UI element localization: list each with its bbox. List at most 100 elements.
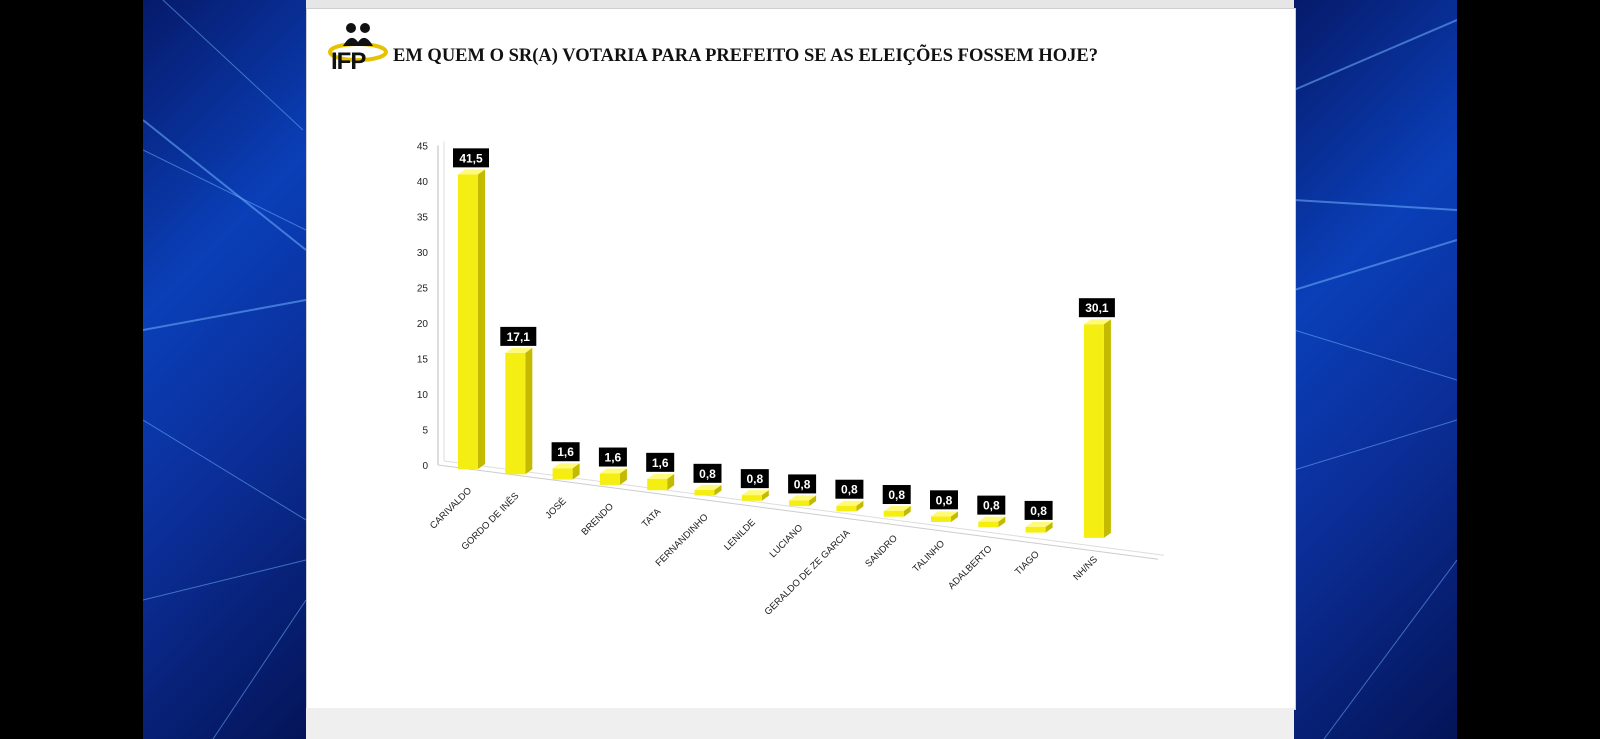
bar-side <box>525 347 533 475</box>
data-label-box <box>598 447 627 467</box>
slide-top-strip <box>306 0 1294 9</box>
bar-side <box>714 484 722 496</box>
data-label: 1,6 <box>605 451 622 465</box>
category-label: FERNANDINHO <box>654 512 711 569</box>
floor-front-edge <box>437 464 1159 560</box>
bar-side <box>619 468 627 485</box>
bar <box>458 174 478 469</box>
y-tick-label: 20 <box>417 319 429 330</box>
bar-top <box>883 506 911 512</box>
bar-top <box>505 347 533 353</box>
data-label-box <box>646 452 675 472</box>
left-background-lines <box>143 0 306 739</box>
bar <box>1083 324 1104 538</box>
chart-title: EM QUEM O SR(A) VOTARIA PARA PREFEITO SE… <box>393 46 1098 66</box>
category-label: GERALDO DE ZE GARCIA <box>763 527 853 617</box>
category-label: GORDO DE INÊS <box>460 491 522 553</box>
category-label: LENILDE <box>722 517 758 553</box>
bar-side <box>809 495 817 507</box>
bar-top <box>978 516 1006 522</box>
bar-top <box>836 500 864 506</box>
bar-side <box>761 490 769 501</box>
y-tick-label: 30 <box>417 248 429 259</box>
data-label-box <box>453 148 489 168</box>
bar-top <box>599 468 627 474</box>
y-tick-label: 45 <box>417 142 429 153</box>
bar <box>836 505 857 512</box>
data-label: 1,6 <box>557 445 574 459</box>
bar-side <box>951 511 958 522</box>
data-label-box <box>1078 298 1115 318</box>
bar <box>931 516 951 522</box>
bar-side <box>572 463 580 480</box>
data-label-box <box>788 474 817 494</box>
y-tick-label: 0 <box>422 461 428 472</box>
right-black-border <box>1457 0 1600 739</box>
logo-text: IFP <box>331 48 366 75</box>
category-label: NH/NS <box>1071 554 1100 583</box>
data-label: 17,1 <box>507 330 531 344</box>
left-black-border <box>0 0 143 739</box>
category-label: TIAGO <box>1013 549 1042 578</box>
data-label-box <box>500 326 537 346</box>
data-label: 0,8 <box>983 499 1000 513</box>
bar <box>505 352 526 475</box>
data-label-box <box>1024 500 1053 520</box>
data-label-box <box>977 495 1006 515</box>
bar-side <box>478 169 485 469</box>
bar-top <box>931 511 958 517</box>
data-label: 41,5 <box>459 151 483 165</box>
bar <box>789 500 810 507</box>
bar-top <box>1083 319 1111 325</box>
data-label-box <box>882 485 911 505</box>
bar <box>883 511 904 517</box>
bar <box>552 468 573 480</box>
bar <box>599 473 620 485</box>
bar-top <box>647 473 675 479</box>
category-label: TALINHO <box>911 538 947 574</box>
data-label-box <box>693 463 722 483</box>
bar <box>647 478 668 491</box>
category-label: ADALBERTO <box>946 544 994 592</box>
data-label: 1,6 <box>652 456 669 470</box>
data-label: 0,8 <box>699 467 716 481</box>
data-label-box <box>551 442 580 462</box>
bar-top <box>458 169 485 175</box>
data-label: 0,8 <box>794 477 811 491</box>
category-label: TATA <box>640 506 664 530</box>
bar-top <box>789 495 817 501</box>
data-label: 30,1 <box>1085 301 1109 315</box>
bar-side <box>1045 521 1053 533</box>
bar-side <box>1103 319 1111 538</box>
left-blue-background <box>143 0 306 739</box>
bar-top <box>694 484 722 490</box>
bar <box>1025 526 1046 533</box>
bar-top <box>741 490 769 496</box>
bar-side <box>667 473 675 491</box>
right-blue-background <box>1294 0 1457 739</box>
data-label: 0,8 <box>888 488 905 502</box>
category-label: BRENDO <box>579 501 616 538</box>
data-label-box <box>740 469 769 489</box>
bar <box>694 489 715 496</box>
y-tick-label: 25 <box>417 284 429 295</box>
data-label-box <box>835 479 864 499</box>
bar <box>741 495 762 501</box>
bar-side <box>903 506 911 517</box>
data-label: 0,8 <box>746 472 763 486</box>
y-tick-label: 40 <box>417 177 429 188</box>
category-label: CARIVALDO <box>428 485 474 531</box>
y-tick-label: 35 <box>417 213 429 224</box>
two-people-logo-icon <box>328 23 388 62</box>
bar-top <box>1025 521 1053 527</box>
bar <box>978 521 999 528</box>
data-label: 0,8 <box>936 493 953 507</box>
right-background-lines <box>1294 19 1457 739</box>
y-tick-label: 5 <box>422 426 428 437</box>
data-label: 0,8 <box>841 483 858 497</box>
y-tick-label: 15 <box>417 355 429 366</box>
slide-footer-strip <box>306 708 1294 739</box>
bar-side <box>998 516 1006 528</box>
bar-side <box>856 500 864 512</box>
category-label: JOSÉ <box>543 496 568 521</box>
